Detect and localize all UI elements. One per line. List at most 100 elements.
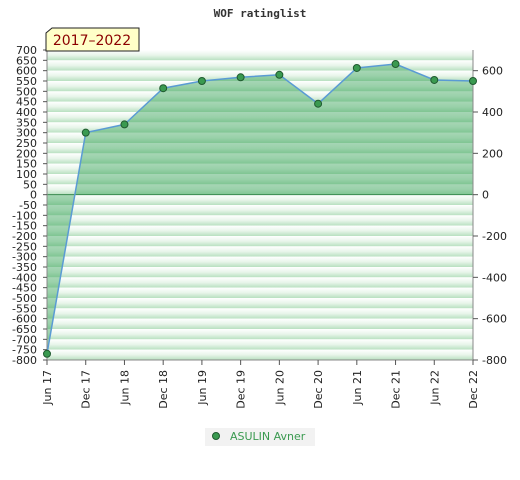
grid-band: [47, 132, 473, 143]
y-tick-left: -150: [12, 220, 37, 233]
data-point: [120, 120, 129, 129]
y-tick-left: 250: [16, 137, 37, 150]
grid-band: [47, 318, 473, 329]
period-badge: 2017–2022: [45, 27, 140, 52]
grid-band: [47, 236, 473, 247]
grid-band: [47, 184, 473, 195]
legend-label: ASULIN Avner: [230, 430, 306, 443]
y-tick-left: 350: [16, 116, 37, 129]
y-tick-right: -400: [482, 271, 507, 284]
grid-band: [47, 215, 473, 226]
y-tick-left: -800: [12, 354, 37, 367]
grid-band: [47, 329, 473, 340]
x-tick: Dec 18: [157, 370, 170, 409]
y-tick-left: -500: [12, 292, 37, 305]
data-point: [81, 128, 90, 137]
y-tick-left: -750: [12, 344, 37, 357]
period-badge-label: 2017–2022: [53, 33, 131, 49]
y-tick-right: -200: [482, 230, 507, 243]
grid-band: [47, 91, 473, 102]
series-line: [46, 63, 474, 354]
y-tick-left: 700: [16, 44, 37, 57]
grid-band: [47, 60, 473, 71]
y-tick-left: 0: [30, 189, 37, 202]
grid-band: [47, 256, 473, 267]
grid-band: [47, 308, 473, 319]
x-tick: Dec 17: [80, 370, 93, 409]
grid-band: [47, 101, 473, 112]
y-tick-left: 200: [16, 147, 37, 160]
period-badge-box: [45, 27, 140, 52]
y-tick-left: -300: [12, 251, 37, 264]
grid-band: [47, 225, 473, 236]
x-tick: Jun 22: [428, 370, 441, 406]
y-tick-left: -450: [12, 282, 37, 295]
grid-band: [47, 277, 473, 288]
grid-band: [47, 143, 473, 154]
grid-band: [47, 298, 473, 309]
y-tick-left: 300: [16, 127, 37, 140]
grid-band: [47, 339, 473, 350]
grid-band: [47, 50, 473, 61]
grid-band: [47, 287, 473, 298]
grid-band: [47, 174, 473, 185]
x-tick: Dec 19: [235, 370, 248, 409]
y-tick-left: -700: [12, 333, 37, 346]
y-tick-right: 0: [482, 189, 489, 202]
y-tick-right: -600: [482, 313, 507, 326]
y-tick-left: 550: [16, 75, 37, 88]
data-point: [352, 63, 361, 72]
grid-band: [47, 122, 473, 133]
data-point: [159, 84, 168, 93]
grid-band: [47, 267, 473, 278]
y-tick-left: 150: [16, 158, 37, 171]
y-tick-right: 400: [482, 106, 503, 119]
y-tick-left: -250: [12, 240, 37, 253]
y-tick-right: 600: [482, 65, 503, 78]
y-tick-right: -800: [482, 354, 507, 367]
grid-band: [47, 205, 473, 216]
y-tick-left: -400: [12, 271, 37, 284]
legend-box: [205, 428, 315, 446]
x-tick: Jun 21: [351, 370, 364, 406]
y-tick-left: 600: [16, 65, 37, 78]
y-tick-left: -50: [19, 199, 37, 212]
data-point: [197, 77, 206, 85]
data-point: [430, 75, 439, 84]
x-tick: Jun 17: [41, 370, 54, 406]
grid-band: [47, 349, 473, 360]
data-point: [275, 70, 284, 79]
y-tick-left: -600: [12, 313, 37, 326]
legend-marker: [212, 432, 220, 440]
x-tick: Jun 18: [118, 370, 131, 406]
y-tick-left: 400: [16, 106, 37, 119]
y-tick-left: -350: [12, 261, 37, 274]
data-point: [236, 73, 245, 82]
y-tick-left: 500: [16, 85, 37, 98]
grid-band: [47, 81, 473, 92]
data-point: [391, 60, 400, 69]
y-tick-left: 100: [16, 168, 37, 181]
grid-band: [47, 246, 473, 257]
y-tick-right: 200: [482, 147, 503, 160]
x-tick: Dec 21: [390, 370, 403, 409]
data-point: [314, 99, 323, 108]
grid-band: [47, 112, 473, 123]
x-tick: Jun 19: [196, 370, 209, 406]
y-tick-left: -650: [12, 323, 37, 336]
x-tick: Jun 20: [273, 370, 286, 406]
grid-band: [47, 153, 473, 164]
y-tick-left: 50: [23, 178, 37, 191]
x-tick: Dec 20: [312, 370, 325, 409]
grid-band: [47, 163, 473, 174]
x-tick: Dec 22: [467, 370, 480, 409]
series-area: [47, 64, 473, 354]
grid-band: [47, 194, 473, 205]
data-point: [469, 77, 477, 85]
y-tick-left: -100: [12, 209, 37, 222]
legend: ASULIN Avner: [205, 428, 315, 446]
chart-title: WOF ratinglist: [214, 7, 307, 20]
y-tick-left: -550: [12, 302, 37, 315]
